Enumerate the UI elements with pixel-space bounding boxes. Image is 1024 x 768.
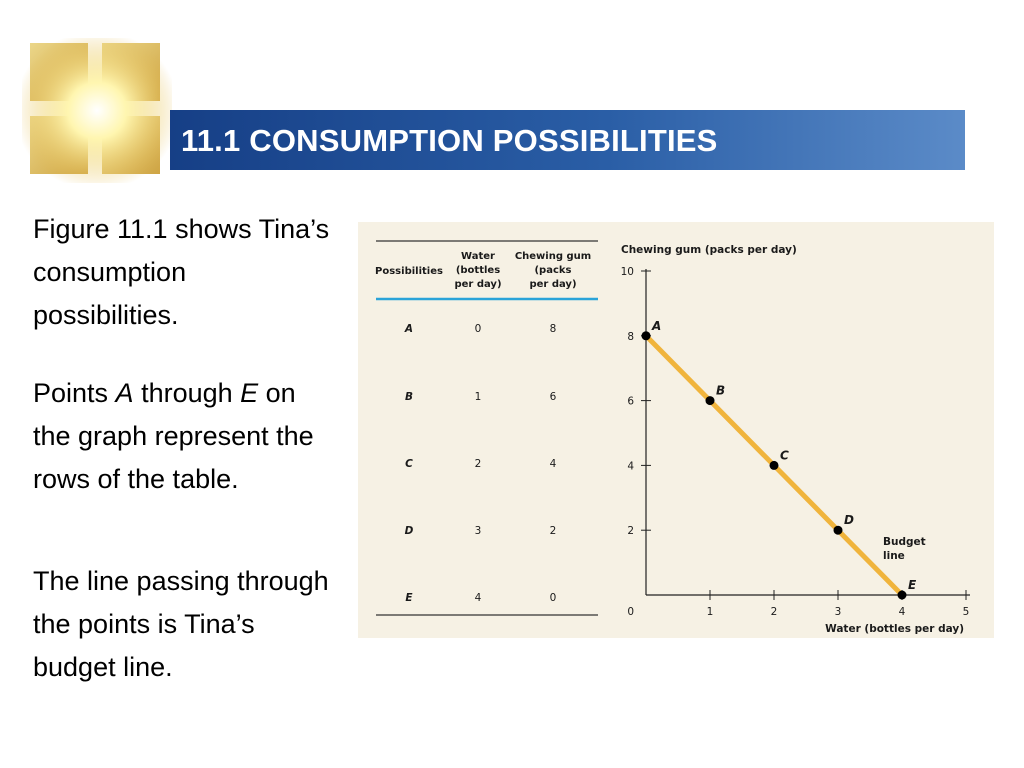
table-cell-r3-c0: D: [405, 525, 414, 537]
point-A: [641, 331, 651, 341]
x-tick-label-1: 1: [707, 606, 714, 618]
p2-part2: through: [133, 378, 241, 408]
figure-panel: Possibilities Water (bottles per day) Chewin…: [358, 222, 994, 638]
point-label-A: A: [651, 319, 661, 333]
point-label-B: B: [716, 384, 725, 398]
table-header-1-line-2: per day): [454, 279, 501, 290]
slide-title: 11.1 CONSUMPTION POSSIBILITIES: [181, 123, 718, 158]
x-tick-label-5: 5: [963, 606, 970, 618]
p2-part3: on the graph represent the rows of the t…: [33, 378, 314, 494]
table-cell-r2-c2: 4: [550, 458, 557, 470]
point-label-E: E: [908, 578, 917, 592]
y-tick-label-2: 2: [627, 525, 634, 537]
budget-line-annotation-1: line: [883, 550, 905, 562]
table-header-2-line-2: per day): [529, 279, 576, 290]
paragraph-figure-description: Figure 11.1 shows Tina’s consumption pos…: [33, 214, 330, 330]
paragraph-budget-line: The line passing through the points is T…: [33, 566, 329, 682]
glowing-squares-logo: [22, 38, 172, 183]
table-cell-r2-c1: 2: [475, 458, 482, 470]
budget-line-annotation-0: Budget: [883, 536, 926, 548]
table-cell-r1-c1: 1: [475, 391, 482, 403]
figure-svg: Possibilities Water (bottles per day) Chewin…: [375, 240, 970, 635]
table-cell-r3-c2: 2: [550, 525, 557, 537]
point-label-C: C: [780, 448, 789, 462]
table-cell-r4-c2: 0: [550, 592, 557, 604]
y-tick-label-8: 8: [627, 331, 634, 343]
table-header-2-line-1: (packs: [534, 265, 571, 276]
x-tick-label-4: 4: [899, 606, 906, 618]
table-cell-r1-c0: B: [405, 391, 413, 403]
table-cell-r0-c0: A: [404, 323, 413, 335]
table-cell-r4-c0: E: [405, 592, 413, 604]
y-tick-label-10: 10: [621, 266, 634, 278]
point-B: [705, 396, 715, 406]
x-tick-label-3: 3: [835, 606, 842, 618]
p2-italic-a: A: [115, 378, 134, 408]
x-axis-label: Water (bottles per day): [825, 623, 964, 635]
table-header-0-line-0: Possibilities: [375, 266, 443, 277]
table-header-1-line-1: (bottles: [456, 265, 500, 276]
point-C: [769, 460, 779, 470]
point-D: [833, 525, 843, 535]
table-cell-r3-c1: 3: [475, 525, 482, 537]
table-cell-r0-c1: 0: [475, 323, 482, 335]
point-E: [897, 590, 907, 600]
table-cell-r2-c0: C: [405, 458, 413, 470]
x-tick-label-2: 2: [771, 606, 778, 618]
y-tick-label-4: 4: [627, 460, 634, 472]
y-tick-label-6: 6: [627, 396, 634, 408]
table-cell-r1-c2: 6: [550, 391, 557, 403]
table-cell-r0-c2: 8: [550, 323, 557, 335]
y-axis-label: Chewing gum (packs per day): [621, 244, 797, 256]
origin-label: 0: [627, 606, 634, 618]
p2-part1: Points: [33, 378, 116, 408]
paragraph-points-description: Points A through E on the graph represen…: [33, 372, 333, 501]
table-cell-r4-c1: 4: [475, 592, 482, 604]
table-header-1-line-0: Water: [461, 251, 495, 262]
table-header-2-line-0: Chewing gum: [515, 251, 591, 262]
title-bar: 11.1 CONSUMPTION POSSIBILITIES: [170, 110, 965, 170]
p2-italic-e: E: [240, 378, 259, 408]
point-label-D: D: [844, 513, 854, 527]
